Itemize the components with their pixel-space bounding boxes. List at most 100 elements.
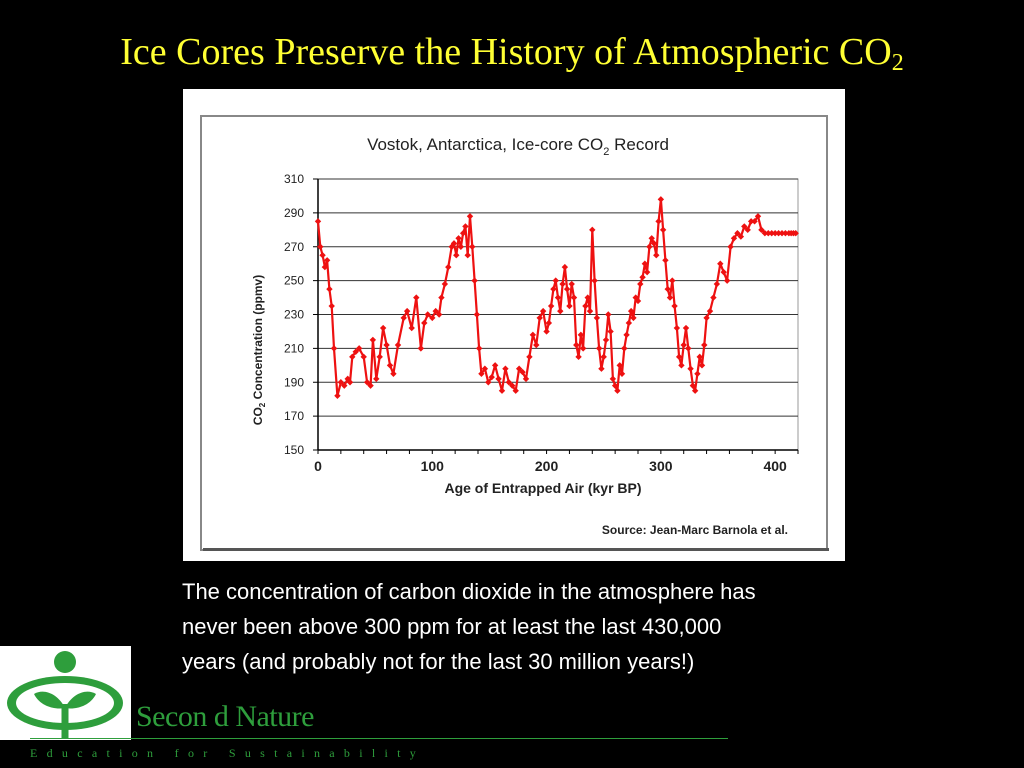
- data-point: [639, 274, 646, 281]
- data-point: [698, 362, 706, 369]
- y-tick-label: 230: [284, 308, 304, 322]
- data-point: [455, 235, 462, 242]
- brand-tagline: Education for Sustainability: [30, 746, 426, 760]
- data-point: [400, 314, 407, 322]
- data-point: [710, 294, 717, 301]
- data-point: [775, 230, 782, 237]
- data-point: [646, 243, 653, 250]
- data-point: [352, 348, 359, 355]
- data-point: [792, 230, 799, 237]
- data-point: [376, 353, 383, 361]
- data-point: [650, 240, 658, 247]
- slide-title: Ice Cores Preserve the History of Atmosp…: [0, 30, 1024, 77]
- data-point: [703, 314, 710, 322]
- y-tick-label: 250: [284, 274, 304, 288]
- data-point: [349, 353, 356, 361]
- brand-name: Secon d Nature: [136, 700, 314, 733]
- data-point: [607, 328, 614, 335]
- y-tick-label: 290: [284, 206, 304, 220]
- data-point: [475, 345, 483, 352]
- data-point: [771, 230, 779, 237]
- data-point: [623, 331, 630, 339]
- data-point: [498, 387, 506, 394]
- data-point: [730, 235, 738, 242]
- data-point: [435, 311, 443, 318]
- axis-layer: 150 170 190 210 230 250 270 290 310 0 100 200 300 400: [284, 172, 799, 474]
- data-point: [782, 230, 789, 237]
- data-point: [360, 353, 367, 361]
- y-axis-label-end: Concentration (ppmv): [251, 275, 265, 403]
- data-point: [471, 277, 478, 284]
- caption: The concentration of carbon dioxide in t…: [182, 574, 962, 679]
- y-tick-label: 150: [284, 443, 304, 457]
- data-point: [413, 294, 420, 301]
- data-point: [462, 223, 469, 230]
- source-note: Source: Jean-Marc Barnola et al.: [602, 523, 788, 537]
- chart-frame-shadow: [203, 548, 829, 551]
- data-point: [669, 277, 676, 284]
- data-point: [737, 233, 745, 240]
- caption-line: years (and probably not for the last 30 …: [182, 649, 695, 674]
- data-point: [747, 218, 755, 225]
- data-point: [488, 373, 495, 381]
- data-point: [464, 252, 471, 259]
- data-point: [429, 314, 436, 322]
- data-point: [575, 353, 582, 361]
- data-point: [445, 263, 452, 271]
- data-point: [566, 302, 573, 310]
- data-point: [314, 218, 322, 225]
- logo-box: [0, 646, 131, 740]
- data-point: [469, 243, 476, 250]
- y-axis-label-subscript: 2: [258, 402, 267, 407]
- caption-line: never been above 300 ppm for at least th…: [182, 614, 722, 639]
- data-point: [605, 311, 612, 318]
- data-point: [727, 243, 734, 250]
- data-point: [543, 328, 550, 335]
- data-point: [694, 370, 701, 377]
- data-point: [713, 280, 721, 288]
- data-point: [522, 375, 530, 383]
- y-tick-label: 170: [284, 409, 304, 423]
- data-point: [630, 314, 637, 322]
- data-point: [696, 353, 703, 361]
- data-point: [717, 260, 724, 267]
- data-point: [591, 277, 598, 284]
- data-point: [450, 240, 458, 247]
- brand-divider: [30, 738, 728, 739]
- data-point: [691, 387, 699, 394]
- chart-title-text: Vostok, Antarctica, Ice-core CO: [367, 135, 603, 154]
- chart-title-end: Record: [609, 135, 669, 154]
- chart-panel: Vostok, Antarctica, Ice-core CO2 Record …: [183, 89, 845, 561]
- chart-title-subscript: 2: [603, 146, 609, 158]
- data-point: [602, 336, 610, 344]
- data-point: [582, 302, 589, 310]
- data-point: [671, 302, 678, 310]
- data-point: [634, 297, 642, 305]
- data-point: [379, 324, 387, 332]
- data-point: [687, 365, 694, 372]
- data-point: [648, 235, 655, 242]
- data-point: [341, 382, 348, 389]
- y-axis-label-text: CO: [251, 407, 265, 425]
- y-axis-label: CO2 Concentration (ppmv): [251, 275, 267, 425]
- data-point: [550, 285, 557, 293]
- data-point: [438, 294, 445, 301]
- caption-line: The concentration of carbon dioxide in t…: [182, 579, 756, 604]
- chart-frame: [200, 115, 828, 551]
- sprout-logo-icon: [7, 651, 123, 738]
- data-point: [744, 226, 751, 234]
- co2-series-line: [316, 198, 796, 397]
- slide-title-text: Ice Cores Preserve the History of Atmosp…: [120, 31, 892, 73]
- data-point: [765, 230, 772, 237]
- data-point: [655, 218, 662, 225]
- data-point: [390, 370, 397, 377]
- data-point: [386, 362, 394, 369]
- data-point: [383, 341, 390, 349]
- data-point: [485, 379, 492, 386]
- x-tick-label: 200: [535, 458, 559, 474]
- data-point: [344, 375, 351, 383]
- data-point: [552, 277, 559, 284]
- chart-title: Vostok, Antarctica, Ice-core CO2 Record: [367, 135, 669, 158]
- data-point: [519, 368, 526, 376]
- data-point: [768, 230, 775, 237]
